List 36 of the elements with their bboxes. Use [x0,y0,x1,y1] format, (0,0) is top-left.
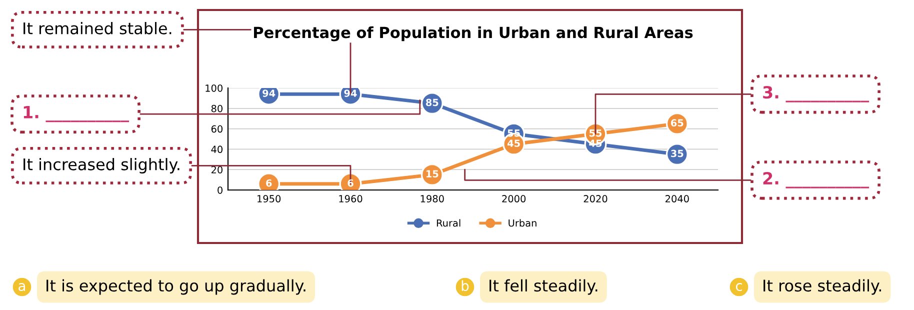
data-label: 85 [426,98,438,106]
x-tick-label: 1960 [339,195,362,202]
text: a [18,283,25,292]
y-tick-label: 100 [206,84,222,92]
y-tick-label: 0 [218,186,222,194]
y-tick-label: 60 [211,125,222,133]
data-label: 6 [266,179,272,187]
x-tick-label: 2020 [584,195,608,202]
text: It fell steadily. [490,279,598,295]
data-label: 6 [348,179,354,187]
x-tick-label: 2040 [666,195,689,202]
text: It is expected to go up gradually. [46,279,306,295]
y-tick-label: 20 [211,166,222,174]
annotation: It remained stable. [24,22,172,34]
x-tick-label: 1950 [258,195,281,202]
data-label: 15 [426,170,438,178]
chart-title: Percentage of Population in Urban and Rural Areas [254,26,693,42]
y-tick-label: 40 [211,146,222,154]
x-tick-label: 2000 [502,195,526,202]
data-label: 35 [671,150,684,158]
annotation: It increased slightly. [24,158,180,174]
data-label: 45 [508,140,520,147]
text: 2. __________ [763,172,870,188]
text: It rose steadily. [764,279,881,295]
annotation: 3. __________ [763,86,870,102]
data-label: 94 [344,90,357,97]
data-label: 65 [671,119,684,127]
text: c [736,283,742,292]
y-tick-label: 80 [211,104,222,112]
data-label: 94 [262,90,276,97]
text: 1. __________ [24,106,130,122]
x-tick-label: 1980 [420,195,444,202]
legend-label: Urban [508,219,536,227]
legend-label: Rural [436,219,460,227]
text: b [462,280,469,292]
data-label: 55 [589,129,602,137]
